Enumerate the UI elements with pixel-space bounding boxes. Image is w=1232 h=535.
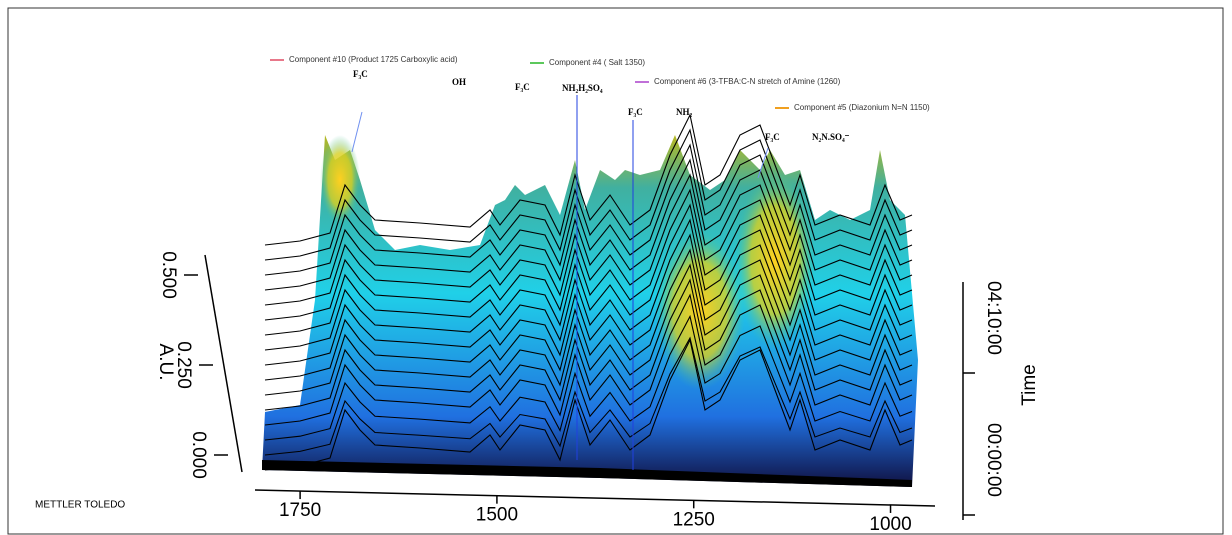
- structure-label: NH₂: [676, 107, 693, 117]
- structure-label: N₂N.SO₄⁻: [812, 132, 850, 142]
- x-tick-label: 1250: [673, 509, 715, 530]
- legend-label: Component #4 ( Salt 1350): [549, 58, 645, 67]
- structure-label: F₃C: [515, 82, 530, 92]
- y-tick-label: 0.000: [188, 431, 209, 479]
- legend-label: Component #6 (3-TFBA:C-N stretch of Amin…: [654, 77, 841, 86]
- structure-label: F₃C: [765, 132, 780, 142]
- structure-label: OH: [452, 77, 466, 87]
- legend-label: Component #10 (Product 1725 Carboxylic a…: [289, 55, 458, 64]
- x-tick-label: 1750: [279, 500, 321, 521]
- structure-label: F₃C: [353, 69, 368, 79]
- z-axis-label: Time: [1019, 364, 1040, 406]
- watermark: METTLER TOLEDO: [35, 500, 125, 511]
- surface: [262, 114, 918, 487]
- x-tick-label: 1500: [476, 505, 518, 526]
- z-tick-label: 00:00:00: [983, 423, 1004, 497]
- y-tick-label: 0.250: [173, 341, 194, 389]
- z-tick-label: 04:10:00: [983, 281, 1004, 355]
- y-tick-label: 0.500: [158, 251, 179, 299]
- frame: [7, 7, 1224, 535]
- x-tick-label: 1000: [869, 514, 911, 535]
- legend-label: Component #5 (Diazonium N=N 1150): [794, 103, 930, 112]
- structure-label: F₃C: [628, 107, 643, 117]
- component-markers: [351, 95, 769, 470]
- axes: [204, 254, 964, 520]
- y-axis-label: A.U.: [155, 344, 176, 381]
- structure-label: NH₂H₂SO₄: [562, 83, 603, 93]
